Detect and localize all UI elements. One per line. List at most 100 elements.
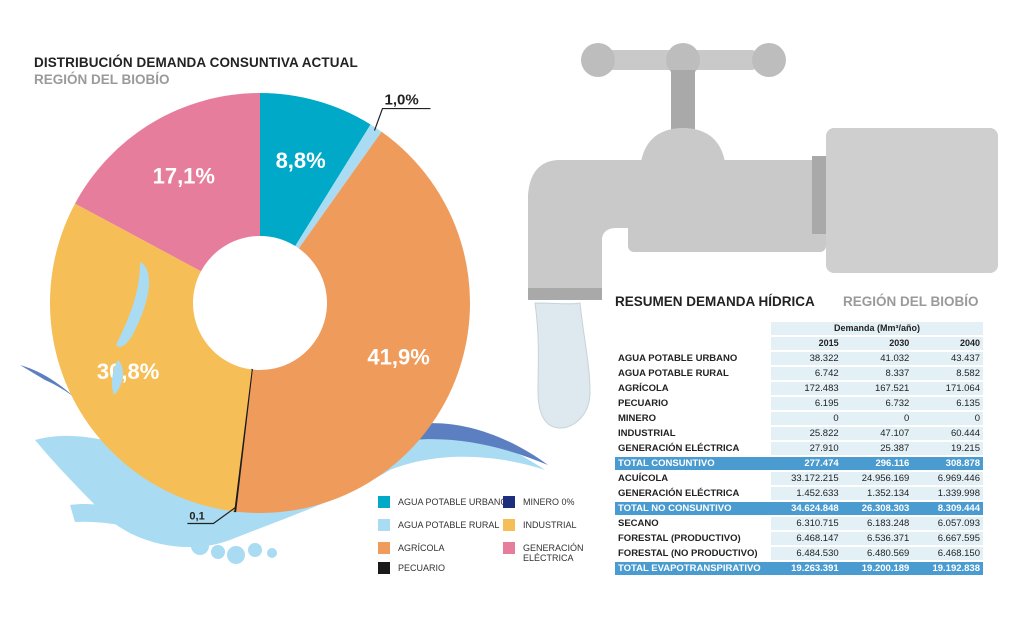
table-subtitle: REGIÓN DEL BIOBÍO (843, 294, 979, 309)
row-label: TOTAL EVAPOTRANSPIRATIVO (615, 562, 771, 575)
faucet-stem (671, 70, 695, 130)
chart-title: DISTRIBUCIÓN DEMANDA CONSUNTIVA ACTUAL (34, 55, 358, 70)
table-cell: 1.352.134 (841, 487, 913, 500)
row-label: PECUARIO (618, 398, 669, 409)
water-droplets (111, 262, 277, 564)
table-row: AGUA POTABLE URBANO 38.322 41.032 43.437 (615, 352, 983, 365)
leader-line (373, 107, 431, 131)
faucet-handle-knob-center (666, 43, 700, 77)
row-label: SECANO (618, 518, 659, 529)
legend-label: AGUA POTABLE RURAL (398, 520, 500, 530)
pie-chart: 8,8% 1,0% 41,9% 0,1 30,8% 17,1% (50, 92, 471, 525)
bubble (211, 545, 225, 559)
bubble (227, 546, 245, 564)
table-total-row: TOTAL CONSUNTIVO 277.474 296.116 308.878 (615, 457, 983, 470)
table-cell: 33.172.215 (771, 472, 842, 485)
pie-slice-agua-potable-rural (295, 124, 382, 249)
legend-swatch (503, 542, 515, 554)
table-body: Demanda (Mm³/año) 2015 2030 2040 AGUA PO… (615, 322, 983, 575)
table-cell: 41.032 (841, 352, 913, 365)
table-cell: 24.956.169 (841, 472, 913, 485)
row-label: AGRÍCOLA (618, 383, 669, 394)
table-row: SECANO 6.310.715 6.183.248 6.057.093 (615, 517, 983, 530)
faucet-spout-rim (528, 288, 602, 300)
table-cell: 6.310.715 (771, 517, 842, 530)
table-cell: 26.308.303 (841, 502, 913, 515)
table-cell: 0 (771, 412, 842, 425)
table-row: FORESTAL (NO PRODUCTIVO) 6.484.530 6.480.5… (615, 547, 983, 560)
row-label: ACUÍCOLA (618, 473, 669, 484)
row-label: MINERO (618, 413, 656, 424)
row-label: AGUA POTABLE RURAL (618, 368, 729, 379)
table-cell: 19.200.189 (841, 562, 913, 575)
table-cell: 25.387 (841, 442, 913, 455)
slice-label: 1,0% (384, 92, 418, 109)
legend-swatch (378, 496, 390, 508)
table-cell: 38.322 (771, 352, 842, 365)
legend-item-agricola: AGRÍCOLA (378, 542, 445, 554)
faucet-handle-knob-left (581, 43, 615, 77)
slice-label: 0,1 (189, 511, 204, 523)
slice-label: 30,8% (97, 359, 159, 384)
pie-slice-pecuario (233, 368, 253, 513)
table-cell: 25.822 (771, 427, 842, 440)
table-cell: 60.444 (912, 427, 983, 440)
table-row: FORESTAL (PRODUCTIVO) 6.468.147 6.536.371 6… (615, 532, 983, 545)
droplet-streak (116, 262, 150, 347)
table-row: GENERACIÓN ELÉCTRICA 1.452.633 1.352.134 1.… (615, 487, 983, 500)
table-cell: 27.910 (771, 442, 842, 455)
table-total-row: TOTAL NO CONSUNTIVO 34.624.848 26.308.303 8… (615, 502, 983, 515)
row-label: FORESTAL (PRODUCTIVO) (618, 533, 741, 544)
table-cell: 6.969.446 (912, 472, 983, 485)
table-header-row: 2015 2030 2040 (615, 337, 983, 350)
faucet-body (628, 160, 826, 252)
legend-label: INDUSTRIAL (523, 520, 577, 530)
bubble (248, 543, 262, 557)
table-row: PECUARIO 6.195 6.732 6.135 (615, 397, 983, 410)
legend-item-minero: MINERO 0% (503, 496, 575, 508)
table-cell: 6.732 (841, 397, 913, 410)
column-header: 2040 (912, 337, 983, 350)
table-cell: 0 (841, 412, 913, 425)
row-label: GENERACIÓN ELÉCTRICA (618, 443, 740, 454)
legend-item-industrial: INDUSTRIAL (503, 519, 577, 531)
legend-label: AGUA POTABLE URBANO (398, 497, 508, 507)
table-cell: 6.183.248 (841, 517, 913, 530)
pie-slice-generaci-n-el-ctrica (75, 93, 260, 272)
table-cell: 172.483 (771, 382, 842, 395)
table-unit-label: Demanda (Mm³/año) (771, 322, 983, 335)
table-cell: 19.192.838 (912, 562, 983, 575)
table-cell: 277.474 (771, 457, 842, 470)
legend-swatch (378, 542, 390, 554)
legend-swatch (503, 496, 515, 508)
column-header: 2015 (771, 337, 842, 350)
table-cell: 34.624.848 (771, 502, 842, 515)
pie-slice-agua-potable-urbano (260, 93, 371, 247)
legend-swatch (378, 562, 390, 574)
row-label: GENERACIÓN ELÉCTRICA (618, 488, 740, 499)
table-cell: 6.480.569 (841, 547, 913, 560)
table-total-row: TOTAL EVAPOTRANSPIRATIVO 19.263.391 19.200… (615, 562, 983, 575)
table-cell: 6.468.150 (912, 547, 983, 560)
table-cell: 19.215 (912, 442, 983, 455)
table-cell: 171.064 (912, 382, 983, 395)
pie-slice-industrial (50, 203, 252, 512)
splash-streak-bottom (70, 504, 190, 545)
row-label: FORESTAL (NO PRODUCTIVO) (618, 548, 758, 559)
table-cell: 6.742 (771, 367, 842, 380)
pie-slice-agr-cola (235, 131, 471, 514)
column-header: 2030 (841, 337, 913, 350)
legend-swatch (503, 519, 515, 531)
faucet-connector (812, 156, 828, 234)
table-row: INDUSTRIAL 25.822 47.107 60.444 (615, 427, 983, 440)
splash-dark-wave-right (410, 423, 548, 465)
table-title: RESUMEN DEMANDA HÍDRICA (615, 294, 815, 309)
bubble (191, 537, 209, 555)
faucet-illustration (528, 43, 998, 429)
table-cell: 296.116 (841, 457, 913, 470)
table-cell: 6.468.147 (771, 532, 842, 545)
row-label: TOTAL NO CONSUNTIVO (615, 502, 771, 515)
table-row: MINERO 0 0 0 (615, 412, 983, 425)
table-unit-row: Demanda (Mm³/año) (615, 322, 983, 335)
